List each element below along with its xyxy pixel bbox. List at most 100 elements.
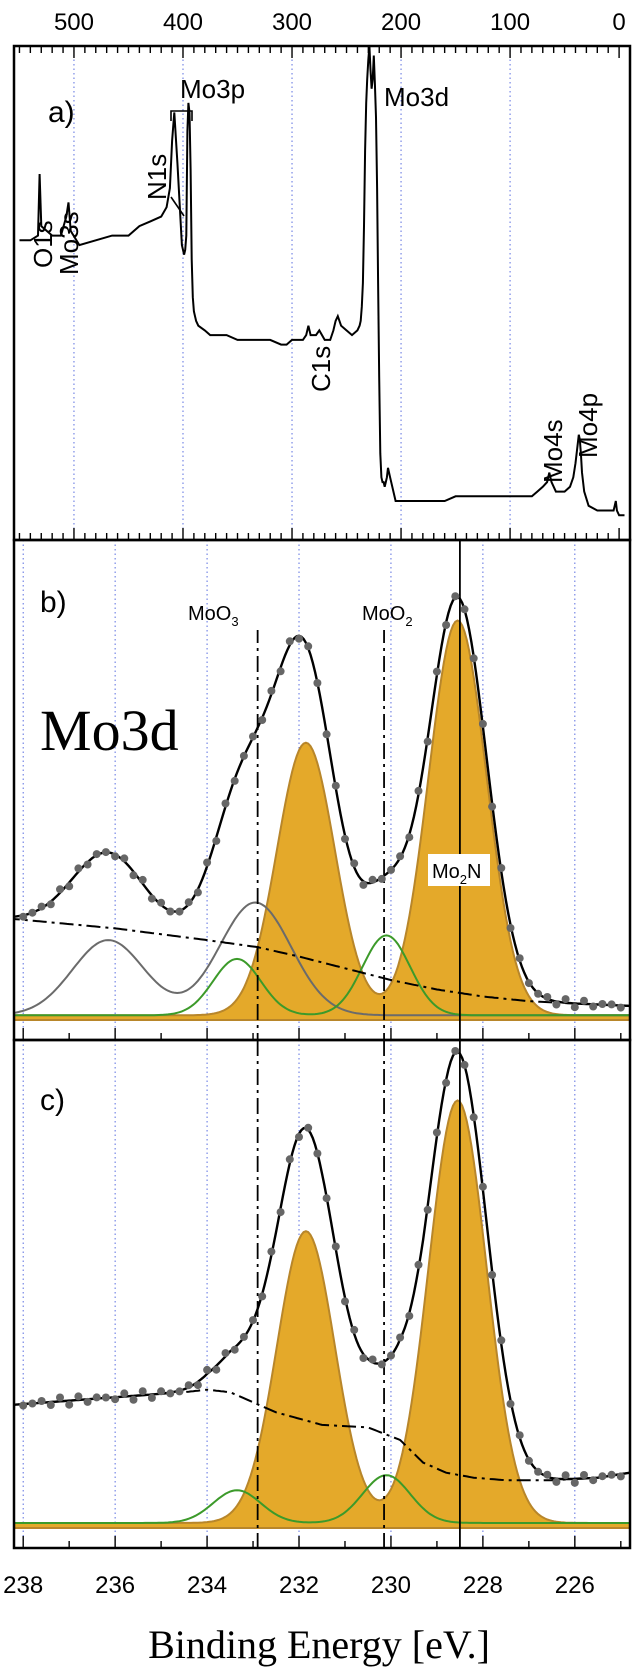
data-point [230, 776, 239, 785]
data-point [616, 1003, 625, 1012]
data-point [129, 871, 138, 880]
data-point [607, 1000, 616, 1009]
peak-label-mo4s: Mo4s [538, 419, 568, 483]
data-point [28, 1399, 37, 1408]
data-point [506, 924, 515, 932]
data-point [37, 1397, 46, 1405]
top-tick-label: 400 [163, 9, 203, 36]
data-point [341, 1297, 349, 1306]
data-point [28, 908, 37, 917]
panel-c-bottom-tick-labels: 238 236 234 232 230 228 226 [3, 1572, 595, 1599]
moo2-line-label: MoO2 [362, 603, 413, 629]
data-point [175, 1387, 184, 1396]
data-point [120, 854, 129, 863]
panel-a-bottom-ticks [18, 528, 620, 540]
data-point [341, 834, 349, 843]
data-point [442, 621, 451, 629]
data-point [423, 1205, 432, 1214]
data-point [589, 1476, 598, 1485]
panel-c-frame [12, 1038, 632, 1550]
data-point [359, 880, 368, 889]
data-point [276, 1208, 285, 1217]
data-point [561, 1471, 570, 1480]
top-tick-label: 300 [272, 9, 312, 36]
data-point [193, 1381, 202, 1390]
data-point [83, 1397, 92, 1406]
data-point [37, 902, 46, 911]
peak-label-mo4p: Mo4p [573, 393, 603, 458]
bottom-tick-label: 230 [371, 1572, 411, 1599]
data-point [460, 605, 469, 614]
data-point [138, 1387, 147, 1396]
data-point [561, 995, 570, 1004]
data-point [589, 1002, 598, 1011]
data-point [414, 1260, 423, 1269]
data-point [460, 1060, 469, 1069]
data-point [322, 730, 331, 739]
data-point [184, 898, 193, 907]
data-point [469, 654, 478, 663]
data-point [423, 737, 432, 746]
data-point [184, 1381, 193, 1390]
data-point [101, 848, 110, 857]
data-point [405, 1311, 414, 1320]
data-point [377, 874, 386, 883]
data-point [295, 634, 303, 643]
data-point [368, 1355, 377, 1364]
data-point [295, 1133, 303, 1141]
panel-b-label: b) [40, 586, 67, 619]
data-point [249, 732, 257, 741]
data-point [570, 1478, 579, 1487]
moo3-line-label: MoO3 [188, 603, 239, 629]
data-point [580, 996, 588, 1005]
data-point [92, 850, 101, 859]
data-point [101, 1393, 110, 1402]
data-point [570, 1003, 579, 1012]
panel-c-ticks [22, 1536, 622, 1548]
mo3p-bracket [170, 110, 193, 121]
data-point [515, 1431, 524, 1440]
data-point [56, 1393, 64, 1402]
data-point [74, 864, 83, 873]
bottom-tick-label: 226 [555, 1572, 595, 1599]
data-point [304, 642, 313, 651]
data-point [203, 1365, 212, 1374]
bottom-tick-label: 232 [279, 1572, 319, 1599]
data-point [350, 1325, 359, 1334]
data-point [65, 882, 74, 891]
data-point [387, 865, 395, 874]
panel-a-grid [73, 46, 511, 540]
x-axis-title: Binding Energy [eV.] [148, 1622, 490, 1667]
bottom-tick-label: 228 [463, 1572, 503, 1599]
data-point [414, 786, 423, 795]
peak-label-o1s: O1s [28, 220, 58, 268]
label-gap [255, 540, 260, 630]
top-tick-label: 100 [490, 9, 530, 36]
data-point [193, 888, 202, 897]
peak-label-n1s: N1s [142, 154, 172, 200]
data-point [19, 1401, 28, 1410]
data-point [350, 859, 359, 868]
n1s-leader-line [170, 196, 185, 217]
panel-b-title: Mo3d [40, 698, 179, 763]
data-point [432, 667, 441, 676]
data-point [111, 1395, 120, 1404]
data-point [598, 1472, 607, 1481]
bottom-tick-label: 234 [187, 1572, 227, 1599]
data-point [129, 1395, 138, 1404]
bottom-tick-label: 236 [95, 1572, 135, 1599]
background-line [14, 917, 630, 1007]
data-point [331, 781, 340, 790]
data-point [157, 898, 166, 907]
data-point [239, 751, 248, 760]
data-point [497, 1336, 506, 1345]
panel-b: b) Mo3d MoO3 MoO2 Mo2N [14, 540, 630, 1040]
data-point [249, 1316, 257, 1325]
data-point [313, 1149, 322, 1158]
data-point [74, 1392, 83, 1401]
data-point [19, 912, 28, 921]
data-point [543, 1470, 552, 1479]
data-point [322, 1194, 331, 1203]
data-point [524, 979, 533, 988]
